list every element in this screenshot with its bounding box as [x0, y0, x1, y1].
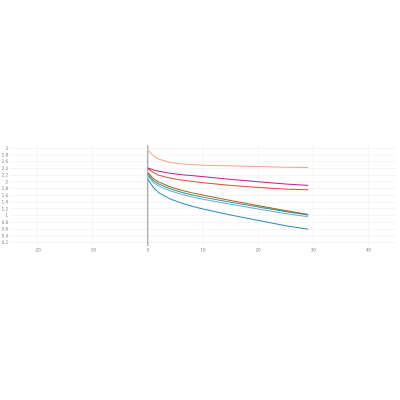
- series-line-3: [147, 168, 309, 191]
- y-tick-label: 1.4: [2, 200, 9, 205]
- series-layer: [147, 149, 309, 230]
- series-line-1: [147, 149, 309, 169]
- x-tick-label: 40: [366, 248, 372, 253]
- y-tick-label: 1: [5, 213, 8, 218]
- y-tick-label: 1.6: [2, 193, 9, 198]
- series-line-7: [147, 178, 309, 230]
- y-tick-label: 0.8: [2, 220, 9, 225]
- series-line-5: [147, 174, 309, 216]
- series-line-2: [147, 167, 309, 186]
- x-tick-label: -10: [89, 248, 96, 253]
- x-tick-label: 30: [311, 248, 317, 253]
- y-tick-label: 2.8: [2, 153, 9, 158]
- x-tick-label: 10: [200, 248, 206, 253]
- series-line-4: [147, 172, 309, 215]
- y-tick-label: 1.2: [2, 206, 9, 211]
- tick-label-layer: 0.2 0.40.6 0.8 1 1.21.4 1.6 1.8 22.2 2.4 2.62.8 3 -…: [2, 146, 372, 253]
- y-tick-label: 0.2: [2, 240, 9, 245]
- x-tick-label: 20: [256, 248, 262, 253]
- y-tick-label: 2.4: [2, 166, 9, 171]
- series-line-6: [147, 175, 309, 218]
- y-tick-label: 3: [5, 146, 8, 151]
- y-tick-label: 2.2: [2, 173, 9, 178]
- y-tick-label: 0.6: [2, 227, 9, 232]
- y-tick-label: 0.4: [2, 233, 9, 238]
- y-tick-label: 1.8: [2, 186, 9, 191]
- y-tick-label: 2.6: [2, 159, 9, 164]
- y-tick-label: 2: [5, 179, 8, 184]
- x-tick-label: -20: [34, 248, 41, 253]
- x-tick-label: 0: [147, 248, 150, 253]
